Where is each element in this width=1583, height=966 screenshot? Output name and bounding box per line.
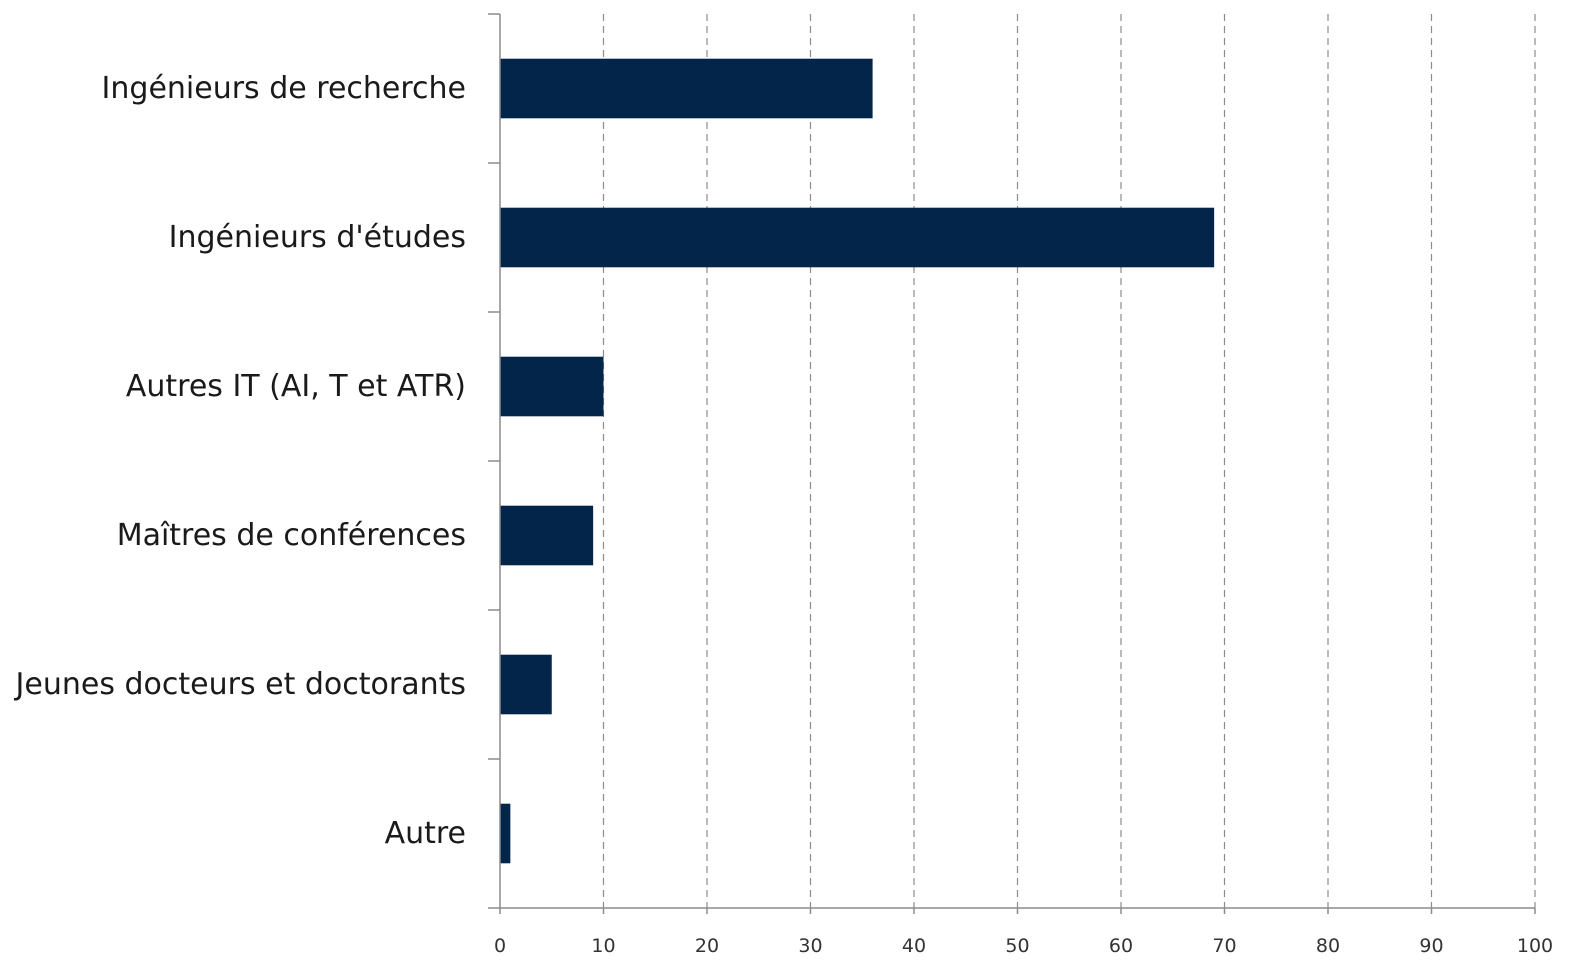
- axes: [488, 13, 1536, 914]
- x-tick-label: 10: [591, 935, 615, 957]
- grid-lines: [602, 14, 1536, 908]
- x-tick-label: 60: [1109, 935, 1133, 957]
- x-tick-label: 20: [695, 935, 719, 957]
- category-label: Autres IT (AI, T et ATR): [126, 369, 466, 404]
- category-label: Maîtres de conférences: [117, 518, 466, 553]
- x-tick-label: 90: [1419, 935, 1443, 957]
- bar: [500, 505, 594, 566]
- bars: [500, 58, 1215, 864]
- x-tick-label: 0: [494, 935, 506, 957]
- category-label: Jeunes docteurs et doctorants: [14, 667, 466, 702]
- bar: [500, 207, 1215, 268]
- x-tick-label: 100: [1517, 935, 1553, 957]
- bar: [500, 356, 604, 417]
- bar: [500, 58, 873, 119]
- x-tick-label: 30: [798, 935, 822, 957]
- category-label: Ingénieurs de recherche: [102, 71, 466, 106]
- bar: [500, 654, 552, 715]
- bar: [500, 803, 511, 864]
- category-label: Autre: [385, 816, 466, 851]
- x-tick-label: 80: [1316, 935, 1340, 957]
- x-tick-label: 40: [902, 935, 926, 957]
- x-tick-label: 50: [1005, 935, 1029, 957]
- category-label: Ingénieurs d'études: [169, 220, 466, 255]
- x-tick-labels: 0 10 20 30 40 50 60 70 80 90 100: [494, 935, 1553, 957]
- category-labels: Ingénieurs de recherche Ingénieurs d'étud…: [14, 71, 466, 851]
- x-tick-label: 70: [1212, 935, 1236, 957]
